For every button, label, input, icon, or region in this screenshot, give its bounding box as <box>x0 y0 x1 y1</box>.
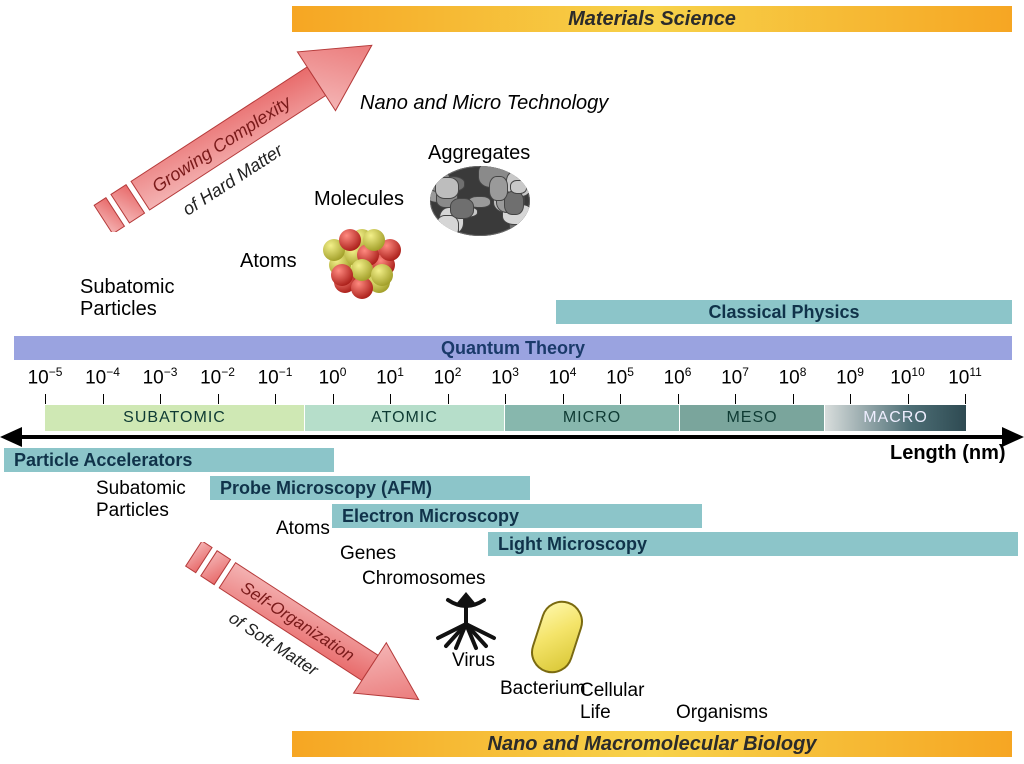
atoms2-label: Atoms <box>276 518 330 540</box>
virus-label: Virus <box>452 650 495 672</box>
axis-exponent: 105 <box>606 365 634 389</box>
axis-exponent: 109 <box>836 365 864 389</box>
axis-exponent: 10−5 <box>28 365 63 389</box>
axis-tick <box>275 394 276 404</box>
axis-exponent: 10−3 <box>143 365 178 389</box>
life-label: Life <box>580 702 611 724</box>
scale-band-micro: MICRO <box>505 405 680 431</box>
classical-physics-label: Classical Physics <box>708 302 859 322</box>
tech-bar: Particle Accelerators <box>4 448 334 472</box>
axis-tick <box>793 394 794 404</box>
tech-bar: Light Microscopy <box>488 532 1018 556</box>
scale-band-atomic: ATOMIC <box>305 405 505 431</box>
axis-tick <box>448 394 449 404</box>
organisms-label: Organisms <box>676 702 768 724</box>
axis-exponent: 104 <box>549 365 577 389</box>
quantum-theory-bar: Quantum Theory <box>14 336 1012 360</box>
axis-tick <box>735 394 736 404</box>
quantum-theory-label: Quantum Theory <box>441 338 585 358</box>
scale-band-subatomic: SUBATOMIC <box>45 405 305 431</box>
axis-exponent: 10−1 <box>258 365 293 389</box>
axis-exponent: 10−4 <box>85 365 120 389</box>
nano-bio-label: Nano and Macromolecular Biology <box>488 733 817 755</box>
axis-exponent: 10−2 <box>200 365 235 389</box>
axis-tick <box>160 394 161 404</box>
tech-bar: Electron Microscopy <box>332 504 702 528</box>
axis-tick <box>218 394 219 404</box>
axis-tick <box>620 394 621 404</box>
axis-tick <box>103 394 104 404</box>
axis-exponent: 108 <box>779 365 807 389</box>
scale-band-meso: MESO <box>680 405 825 431</box>
classical-physics-bar: Classical Physics <box>556 300 1012 324</box>
bacterium-icon <box>526 595 589 678</box>
axis-exponent: 106 <box>664 365 692 389</box>
axis-line <box>22 435 1002 439</box>
axis-tick <box>390 394 391 404</box>
axis-tick <box>678 394 679 404</box>
axis-label: Length (nm) <box>890 442 1006 465</box>
axis-exponent: 1010 <box>890 365 925 389</box>
particles-label: Particles <box>80 298 157 321</box>
axis-exponent: 103 <box>491 365 519 389</box>
axis-exponent: 107 <box>721 365 749 389</box>
self-organization-arrow: Self-Organization of Soft Matter <box>176 542 446 722</box>
length-scale-diagram: Materials Science Nano and Macromolecula… <box>0 0 1024 764</box>
axis-tick <box>563 394 564 404</box>
axis-tick <box>965 394 966 404</box>
molecule-icon <box>312 210 412 310</box>
materials-science-label: Materials Science <box>568 8 736 30</box>
axis-exponent: 1011 <box>948 365 982 389</box>
atoms-label: Atoms <box>240 250 297 273</box>
axis-tick <box>505 394 506 404</box>
axis-tick <box>45 394 46 404</box>
scale-band-macro: MACRO <box>825 405 967 431</box>
cellular-label: Cellular <box>580 680 644 702</box>
axis-tick <box>908 394 909 404</box>
aggregate-icon <box>430 166 530 236</box>
molecules-label: Molecules <box>314 188 404 211</box>
nano-micro-label: Nano and Micro Technology <box>360 92 608 115</box>
aggregates-label: Aggregates <box>428 142 530 165</box>
axis-tick <box>333 394 334 404</box>
tech-bar: Probe Microscopy (AFM) <box>210 476 530 500</box>
particles2-label: Particles <box>96 500 169 522</box>
subatomic-label: Subatomic <box>80 276 175 299</box>
virus-icon <box>432 590 500 652</box>
axis-arrow-left <box>0 427 22 447</box>
nano-bio-bar: Nano and Macromolecular Biology <box>292 731 1012 757</box>
axis-exponent: 100 <box>319 365 347 389</box>
bacterium-label: Bacterium <box>500 678 586 700</box>
axis-exponent: 101 <box>376 365 404 389</box>
axis-exponent: 102 <box>434 365 462 389</box>
subatomic2-label: Subatomic <box>96 478 186 500</box>
axis-tick <box>850 394 851 404</box>
